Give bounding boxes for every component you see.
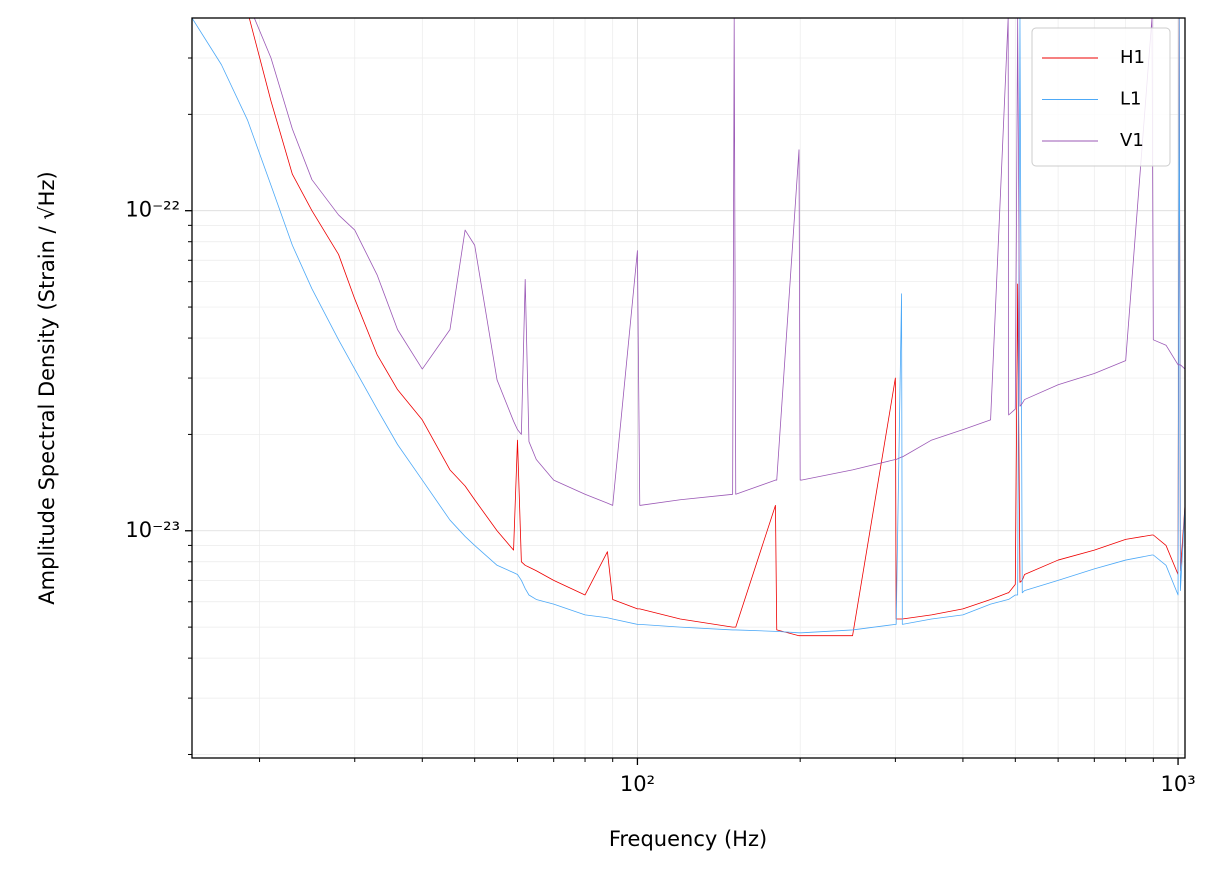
x-tick-label: 10³	[1160, 772, 1195, 796]
ticks: 10² 10³ 10⁻²³ 10⁻²²	[125, 57, 1196, 796]
plot-frame	[191, 17, 1186, 759]
series-line	[253, 18, 1185, 506]
y-tick-label: 10⁻²³	[125, 518, 180, 542]
x-axis-label: Frequency (Hz)	[609, 827, 767, 851]
y-axis-label: Amplitude Spectral Density (Strain / √Hz…	[35, 171, 59, 604]
legend-box	[1031, 27, 1171, 167]
legend-label: V1	[1120, 130, 1144, 151]
legend-label: H1	[1120, 47, 1145, 68]
legend: H1 L1 V1	[1031, 27, 1171, 167]
plot-lines	[192, 18, 1185, 637]
series-line	[192, 18, 1185, 634]
series-line	[248, 18, 1185, 637]
y-tick-label: 10⁻²²	[125, 198, 180, 222]
x-tick-label: 10²	[620, 772, 655, 796]
legend-label: L1	[1120, 89, 1141, 110]
